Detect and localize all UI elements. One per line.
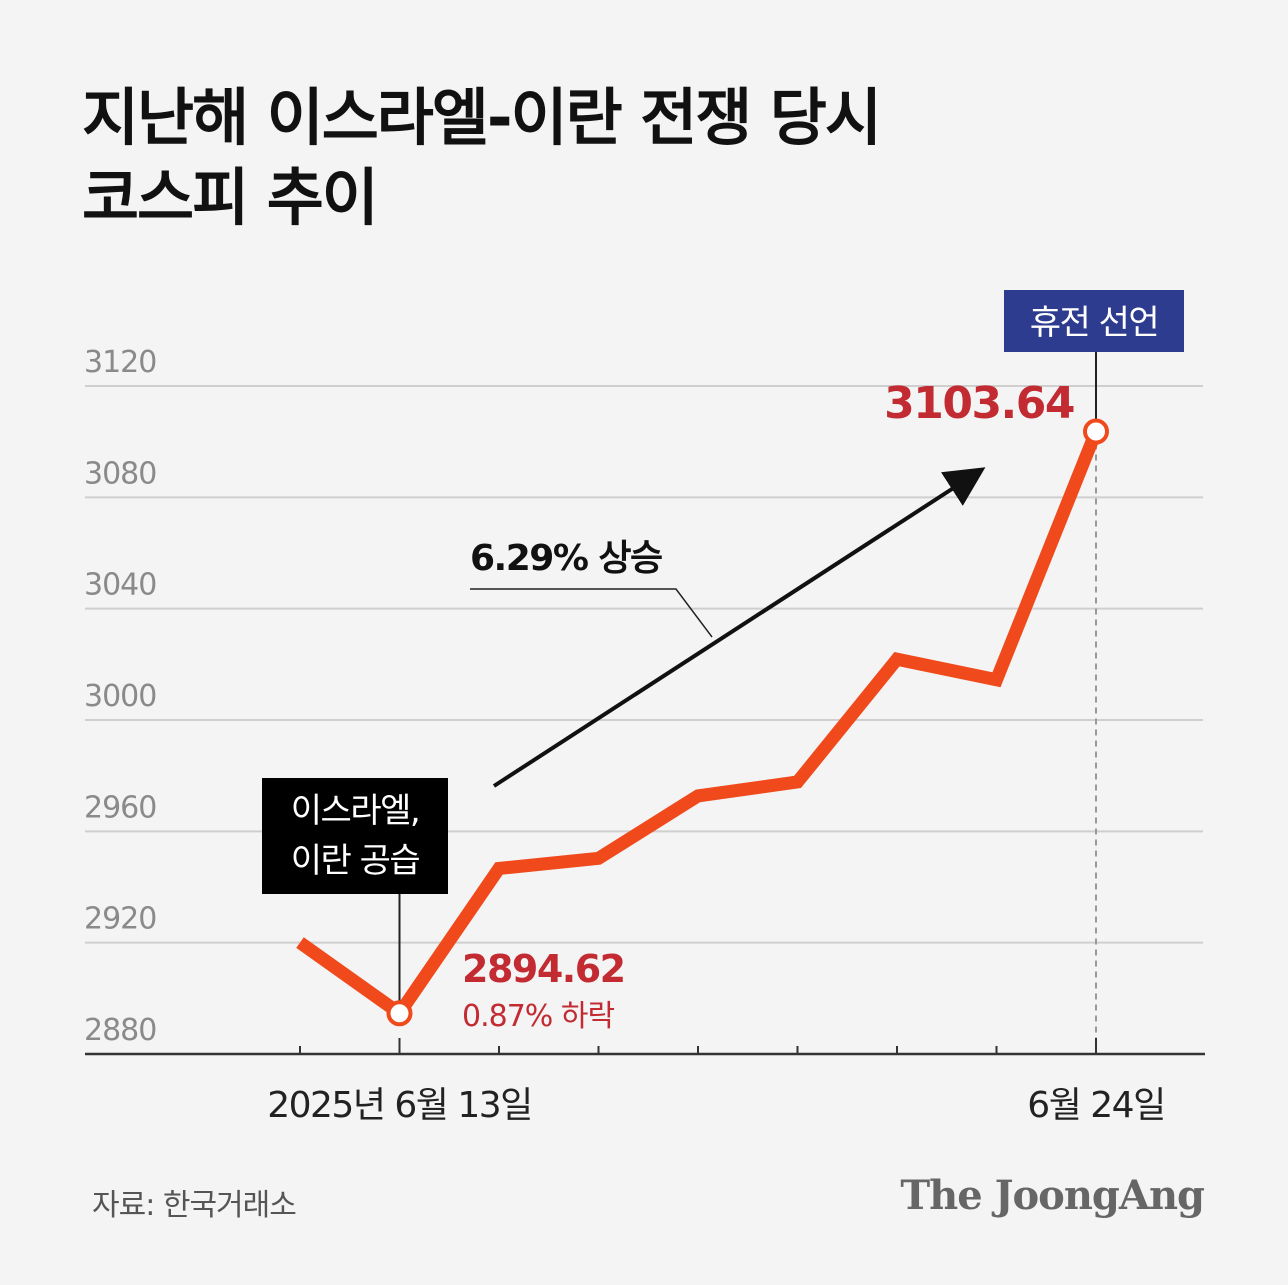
x-axis: 2025년 6월 13일 6월 24일	[85, 1038, 1205, 1126]
series-line	[296, 429, 1103, 1023]
start-change-label: 0.87% 하락	[462, 999, 614, 1034]
trend-label-leader	[470, 588, 713, 638]
chart-title-line1: 지난해 이스라엘-이란 전쟁 당시	[82, 81, 882, 154]
chart-title: 지난해 이스라엘-이란 전쟁 당시 코스피 추이	[82, 78, 882, 238]
publisher-logo: The JoongAng	[900, 1172, 1205, 1219]
end-value-label: 3103.64	[884, 378, 1074, 429]
trend-label: 6.29% 상승	[470, 538, 662, 579]
x-tick-label-1: 2025년 6월 13일	[267, 1085, 532, 1126]
source-note: 자료: 한국거래소	[92, 1188, 297, 1223]
trend-arrow	[492, 467, 986, 788]
end-event-label: 휴전 선언	[1030, 303, 1158, 343]
annotation-labels: 이스라엘, 이란 공습 휴전 선언 2894.62 0.87% 하락 3103.64 6.2…	[262, 290, 1184, 1034]
start-value-label: 2894.62	[462, 947, 625, 991]
y-axis-ticks: 2880 2920 2960 3000 3040 3080 3120	[84, 345, 157, 1048]
ytick-label-2960: 2960	[84, 790, 156, 825]
end-point-marker	[1083, 418, 1109, 445]
ytick-label-3040: 3040	[84, 568, 156, 603]
ytick-label-3120: 3120	[84, 345, 156, 380]
series-layer	[296, 418, 1109, 1027]
start-point-marker	[386, 1000, 413, 1027]
annotation-lines	[398, 350, 1097, 1038]
grid-lines	[85, 385, 1203, 944]
ytick-label-2880: 2880	[84, 1013, 156, 1048]
start-event-label-line1: 이스라엘,	[291, 791, 419, 831]
ytick-label-2920: 2920	[84, 902, 156, 937]
start-event-badge	[262, 778, 448, 894]
ytick-label-3080: 3080	[84, 456, 156, 491]
x-tick-label-8: 6월 24일	[1027, 1085, 1164, 1126]
chart-title-line2: 코스피 추이	[82, 161, 379, 234]
ytick-label-3000: 3000	[84, 679, 156, 714]
end-event-badge	[1004, 290, 1184, 352]
start-event-label-line2: 이란 공습	[291, 841, 420, 881]
